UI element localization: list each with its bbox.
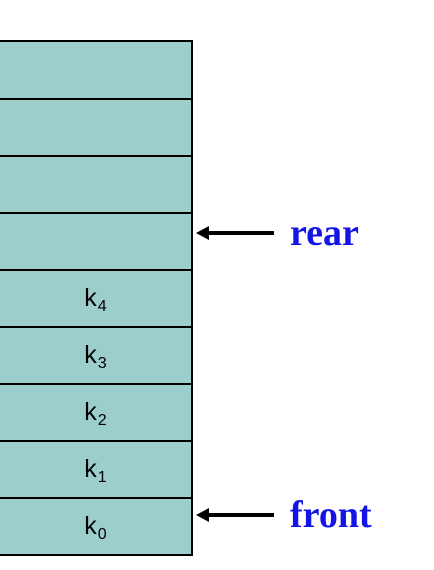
cell-label: k: [84, 398, 97, 426]
cell-label: k: [84, 341, 97, 369]
rear-label: rear: [290, 212, 359, 254]
queue-cell: [0, 42, 191, 98]
front-pointer: front: [196, 496, 372, 534]
left-arrow-icon: [196, 508, 274, 522]
cell-subscript: 1: [97, 468, 107, 486]
left-arrow-icon: [196, 226, 274, 240]
cell-label: k: [84, 512, 97, 540]
rear-pointer: rear: [196, 214, 359, 252]
cell-subscript: 0: [97, 525, 107, 543]
cell-subscript: 3: [97, 354, 107, 372]
queue-cell: [0, 155, 191, 212]
cell-label: k: [84, 455, 97, 483]
queue-cell-rear: [0, 212, 191, 269]
front-label: front: [290, 494, 372, 536]
cell-subscript: 2: [97, 411, 107, 429]
cell-label: k: [84, 284, 97, 312]
queue-cell: [0, 98, 191, 155]
cell-subscript: 4: [97, 297, 107, 315]
